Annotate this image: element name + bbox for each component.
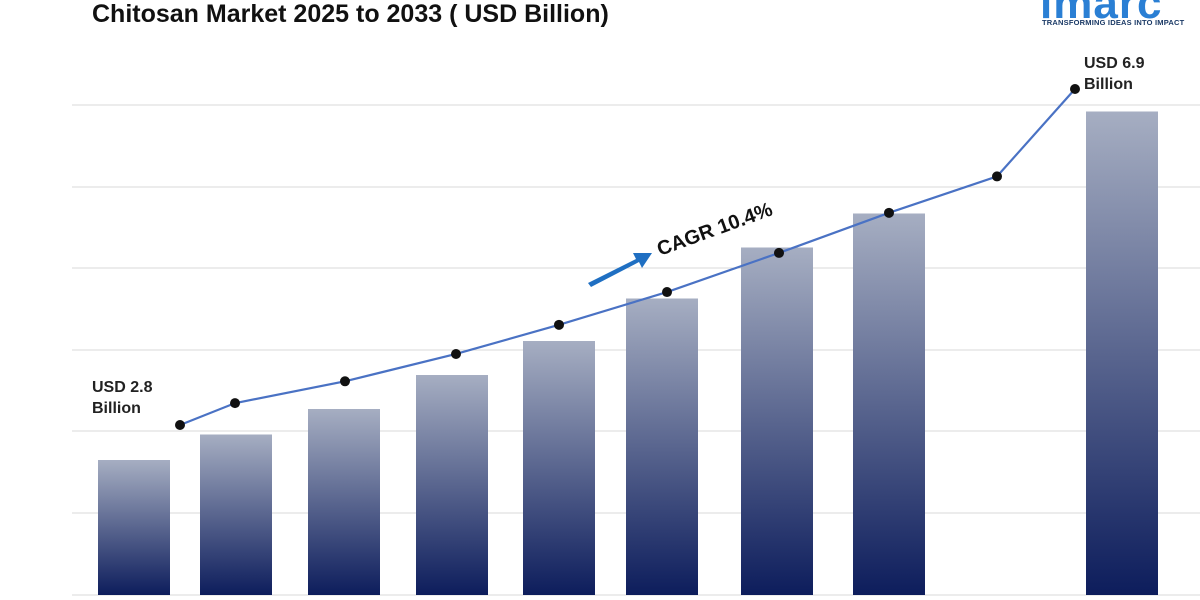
- bar-2033: [1086, 111, 1158, 595]
- trend-marker-6: [774, 247, 784, 258]
- trend-marker-4: [554, 319, 564, 330]
- imarc-logo: imarc TRANSFORMING IDEAS INTO IMPACT: [1040, 0, 1200, 32]
- bar-2026: [200, 434, 272, 595]
- trend-marker-8: [992, 171, 1002, 182]
- trend-marker-3: [451, 348, 461, 359]
- trend-marker-1: [230, 398, 240, 409]
- end-value-line1: USD 6.9: [1084, 55, 1145, 72]
- bar-2025: [98, 460, 170, 595]
- bars: [98, 111, 1158, 595]
- bar-2032: [853, 213, 925, 595]
- trend-marker-2: [340, 376, 350, 387]
- bar-2027: [308, 409, 380, 595]
- bar-2030: [626, 298, 698, 595]
- logo-tagline: TRANSFORMING IDEAS INTO IMPACT: [1042, 18, 1185, 27]
- start-value-line1: USD 2.8: [92, 379, 153, 396]
- bar-2031: [741, 247, 813, 595]
- logo-word: imarc: [1040, 0, 1163, 28]
- trend-marker-7: [884, 207, 894, 218]
- trend-marker-5: [662, 287, 672, 298]
- trend-marker-0: [175, 420, 185, 430]
- end-value-line2: Billion: [1084, 76, 1133, 93]
- chart-title: Chitosan Market 2025 to 2033 ( USD Billi…: [92, 0, 609, 28]
- trend-markers: [175, 84, 1080, 430]
- cagr-arrow: [588, 253, 652, 287]
- trend-polyline: [179, 88, 1076, 427]
- start-value-line2: Billion: [92, 400, 141, 417]
- bar-2028: [416, 375, 488, 595]
- bar-2029: [523, 341, 595, 595]
- trend-line: [179, 88, 1076, 427]
- trend-marker-9: [1070, 84, 1080, 94]
